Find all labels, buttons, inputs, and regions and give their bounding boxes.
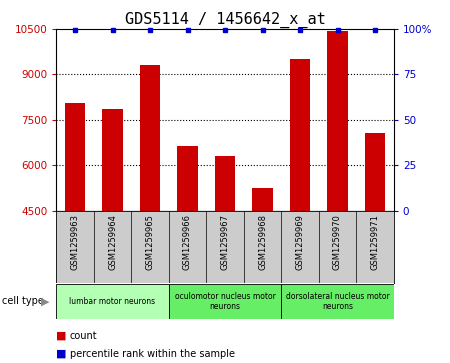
Bar <box>281 284 394 319</box>
Bar <box>215 156 235 211</box>
Bar <box>102 109 123 211</box>
Text: GSM1259965: GSM1259965 <box>145 214 154 270</box>
Text: ■: ■ <box>56 349 67 359</box>
Bar <box>65 103 86 211</box>
Text: ■: ■ <box>56 331 67 341</box>
Text: percentile rank within the sample: percentile rank within the sample <box>70 349 235 359</box>
Bar <box>177 146 198 211</box>
Bar <box>327 30 348 211</box>
Text: GSM1259969: GSM1259969 <box>296 214 305 270</box>
Bar <box>290 59 310 211</box>
Text: GSM1259963: GSM1259963 <box>71 214 80 270</box>
Text: dorsolateral nucleus motor
neurons: dorsolateral nucleus motor neurons <box>286 291 389 311</box>
Text: GSM1259966: GSM1259966 <box>183 214 192 270</box>
Title: GDS5114 / 1456642_x_at: GDS5114 / 1456642_x_at <box>125 12 325 28</box>
Bar <box>56 284 169 319</box>
Text: lumbar motor neurons: lumbar motor neurons <box>69 297 156 306</box>
Text: GSM1259968: GSM1259968 <box>258 214 267 270</box>
Text: ▶: ▶ <box>41 296 49 306</box>
Text: count: count <box>70 331 97 341</box>
Bar <box>140 65 160 211</box>
Text: GSM1259967: GSM1259967 <box>220 214 230 270</box>
Bar <box>364 133 385 211</box>
Text: cell type: cell type <box>2 296 44 306</box>
Text: GSM1259964: GSM1259964 <box>108 214 117 270</box>
Bar <box>252 188 273 211</box>
Text: GSM1259971: GSM1259971 <box>370 214 379 270</box>
Text: oculomotor nucleus motor
neurons: oculomotor nucleus motor neurons <box>175 291 275 311</box>
Text: GSM1259970: GSM1259970 <box>333 214 342 270</box>
Bar <box>169 284 281 319</box>
